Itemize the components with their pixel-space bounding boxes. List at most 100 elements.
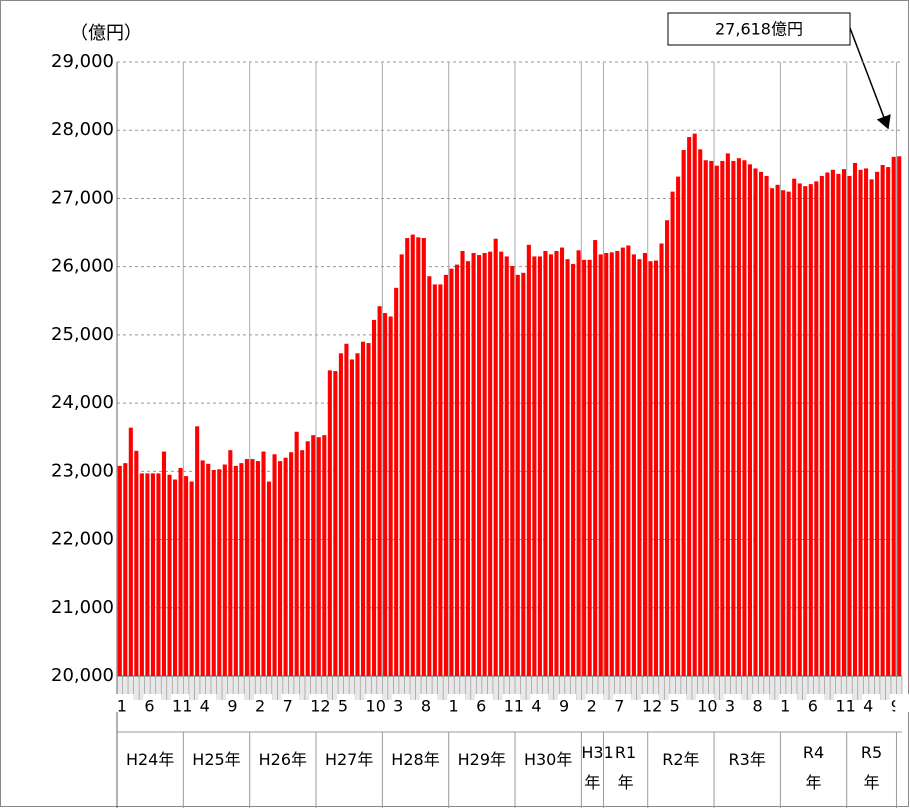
bar (747, 164, 753, 677)
bar (725, 153, 730, 676)
y-tick-label: 23,000 (51, 460, 114, 481)
bar (631, 254, 636, 677)
bar (244, 459, 249, 676)
bar (261, 451, 266, 676)
bar (670, 191, 675, 676)
bar (665, 220, 670, 676)
year-label: R5 年 (860, 743, 883, 792)
tick-label-bg (392, 694, 411, 712)
bar (620, 247, 625, 676)
bar (830, 169, 835, 676)
bar (394, 287, 399, 676)
tick-label-bg (115, 694, 134, 712)
bar (554, 250, 559, 676)
bar (703, 160, 708, 677)
bar (587, 259, 592, 676)
bar (891, 156, 896, 677)
bar (167, 474, 172, 676)
bar (869, 179, 874, 676)
bar (405, 238, 410, 676)
bar (449, 268, 454, 676)
bar (720, 160, 725, 676)
bar (255, 461, 261, 676)
x-tick-label: 11 (504, 697, 524, 716)
tick-label-bg (862, 694, 881, 712)
bar (228, 450, 233, 676)
x-tick-label: 6 (144, 697, 154, 716)
bar (698, 149, 703, 676)
x-tick-label: 10 (697, 697, 717, 716)
bar (300, 450, 305, 676)
bar (681, 150, 686, 677)
tick-label-bg (585, 694, 604, 712)
bar (206, 463, 211, 676)
bar (372, 319, 377, 676)
bar (289, 452, 294, 676)
y-tick-label: 21,000 (51, 597, 114, 618)
tick-label-bg (475, 694, 494, 712)
bar (709, 160, 714, 676)
bar (161, 451, 167, 676)
bar (266, 481, 272, 676)
bar (775, 184, 780, 677)
y-axis-label: （億円） (70, 23, 142, 44)
x-tick-label: 8 (753, 697, 763, 716)
year-label: H29年 (457, 750, 507, 769)
bar (648, 261, 653, 676)
bar (758, 171, 764, 677)
bar (803, 186, 808, 677)
x-tick-label: 4 (200, 697, 210, 716)
bar (792, 178, 797, 676)
bar (195, 426, 200, 676)
annotation-arrow (849, 27, 891, 130)
bar (714, 165, 719, 676)
bar (532, 256, 537, 676)
x-tick-label: 4 (531, 697, 541, 716)
bar (189, 481, 194, 676)
bar (427, 276, 432, 676)
tick-label-bg (613, 694, 632, 712)
bar (526, 244, 531, 676)
tick-label-bg (336, 694, 355, 712)
tick-label-bg (806, 694, 825, 712)
bar (173, 479, 178, 676)
tick-label-bg (640, 694, 659, 712)
y-tick-label: 22,000 (51, 529, 114, 550)
bar (128, 427, 133, 676)
x-tick-label: 8 (421, 697, 431, 716)
bar (676, 176, 681, 676)
bar (598, 254, 603, 677)
bar (819, 175, 824, 677)
tick-label-bg (779, 694, 798, 712)
x-tick-label: 2 (587, 697, 597, 716)
bar (222, 464, 227, 676)
bar (278, 461, 283, 676)
bar (443, 274, 448, 676)
bar (548, 254, 554, 677)
x-tick-label: 12 (642, 697, 662, 716)
tick-label-bg (419, 694, 438, 712)
bar (576, 250, 581, 676)
bar (521, 272, 526, 676)
bar (515, 274, 520, 676)
bar (825, 172, 830, 676)
bar (642, 253, 647, 676)
bar (836, 173, 841, 676)
bar (626, 245, 631, 677)
bar (875, 171, 880, 677)
bar (150, 473, 155, 676)
bar (864, 168, 869, 676)
bar (134, 450, 139, 676)
year-label: R4 年 (802, 743, 825, 792)
year-label: H24年 (125, 750, 175, 769)
bar (814, 181, 819, 676)
bar (454, 264, 460, 676)
bar (311, 435, 316, 676)
bar (797, 183, 802, 677)
bar (338, 353, 343, 676)
bar (510, 265, 515, 676)
bar (200, 460, 205, 676)
bar (559, 247, 565, 676)
